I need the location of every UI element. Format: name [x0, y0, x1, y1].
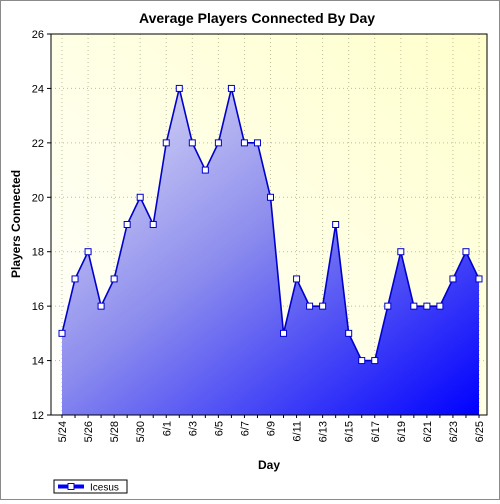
x-tick-label: 6/23 [448, 421, 460, 442]
data-point [358, 357, 366, 365]
data-point [319, 302, 327, 310]
x-tick-label: 6/15 [344, 421, 356, 442]
data-point [332, 221, 340, 228]
x-tick-label: 6/17 [370, 421, 382, 442]
x-tick-label: 6/21 [422, 421, 434, 442]
x-tick-label: 6/5 [213, 421, 225, 436]
data-points [58, 84, 483, 365]
series-area-fill [62, 88, 479, 415]
data-point [253, 139, 261, 147]
data-point [149, 221, 157, 228]
y-tick-label: 12 [32, 410, 44, 422]
y-axis-labels: 12 14 16 18 20 22 24 26 [32, 29, 51, 422]
x-tick-label: 5/24 [57, 421, 69, 442]
y-tick-label: 18 [32, 247, 44, 259]
y-tick-label: 26 [32, 29, 44, 41]
x-tick-label: 5/30 [135, 421, 147, 442]
y-axis-title: Players Connected [9, 170, 23, 278]
x-tick-label: 6/1 [161, 421, 173, 436]
x-axis-title: Day [258, 458, 280, 472]
data-point [227, 84, 235, 92]
data-point [397, 248, 405, 256]
data-point [449, 275, 457, 283]
x-tick-label: 6/19 [396, 421, 408, 442]
x-tick-label: 6/9 [266, 421, 278, 436]
legend-label: Icesus [90, 483, 119, 494]
y-tick-label: 16 [32, 301, 44, 313]
x-tick-label: 6/7 [239, 421, 251, 436]
data-point [123, 221, 131, 228]
data-point [58, 329, 66, 337]
data-point [110, 275, 118, 283]
data-point [345, 329, 353, 337]
y-tick-label: 22 [32, 138, 44, 150]
data-point [280, 329, 288, 337]
data-point [175, 84, 183, 92]
x-tick-label: 5/28 [109, 421, 121, 442]
data-point [423, 302, 431, 310]
data-point [214, 139, 222, 147]
x-tick-label: 5/26 [83, 421, 95, 442]
data-point [410, 302, 418, 310]
data-point [188, 139, 196, 147]
plot-border [50, 33, 488, 416]
data-point [97, 302, 105, 310]
y-tick-label: 20 [32, 192, 44, 204]
chart-title: Average Players Connected By Day [139, 10, 375, 26]
x-tick-label: 6/11 [292, 421, 304, 442]
legend: Icesus [53, 479, 128, 494]
x-tick-label: 6/25 [474, 421, 486, 442]
data-point [436, 302, 444, 310]
y-tick-label: 14 [32, 356, 44, 368]
x-tick-label: 6/3 [187, 421, 199, 436]
data-point [240, 139, 248, 147]
y-tick-label: 24 [32, 83, 44, 95]
data-point [384, 302, 392, 310]
data-point [162, 139, 170, 147]
x-axis-labels: 5/24 5/26 5/28 5/30 6/1 6/3 6/5 6/7 6/9 6/11 6/13 6… [57, 415, 486, 442]
data-point [84, 248, 92, 256]
data-point [267, 193, 274, 201]
legend-swatch-marker [67, 483, 75, 490]
data-point [71, 275, 79, 283]
data-point [306, 302, 314, 310]
data-point [201, 166, 209, 174]
data-point [136, 193, 144, 201]
data-point [371, 357, 379, 365]
data-point [462, 248, 470, 256]
data-point [293, 275, 301, 283]
data-point [475, 275, 483, 283]
x-tick-label: 6/13 [318, 421, 330, 442]
